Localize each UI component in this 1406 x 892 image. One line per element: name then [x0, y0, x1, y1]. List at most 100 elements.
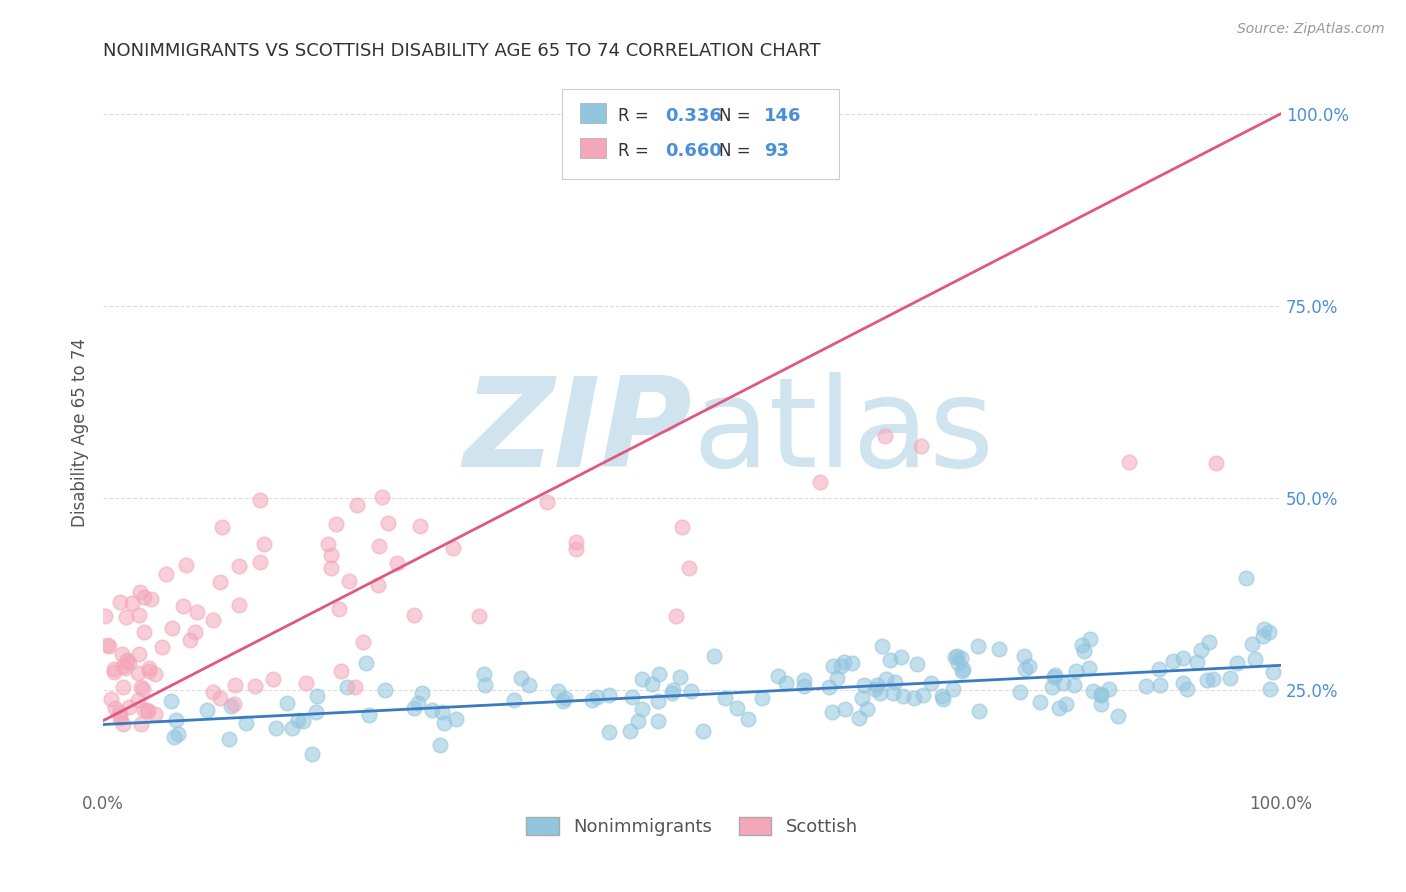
Point	[517, 678, 540, 692]
Point	[433, 716, 456, 731]
Point	[869, 686, 891, 700]
Point	[627, 714, 650, 728]
Point	[221, 699, 243, 714]
Point	[160, 694, 183, 708]
Point	[1261, 665, 1284, 679]
Point	[661, 683, 683, 698]
Point	[209, 690, 232, 705]
Point	[1161, 654, 1184, 668]
Point	[374, 682, 396, 697]
Point	[264, 721, 287, 735]
Point	[337, 574, 360, 588]
Point	[167, 727, 190, 741]
Point	[429, 739, 451, 753]
Point	[402, 701, 425, 715]
Point	[111, 647, 134, 661]
Point	[108, 708, 131, 723]
Point	[172, 599, 194, 614]
Point	[1173, 651, 1195, 665]
Point	[647, 714, 669, 728]
Y-axis label: Disability Age 65 to 74: Disability Age 65 to 74	[72, 338, 89, 527]
Point	[856, 702, 879, 716]
Point	[848, 711, 870, 725]
Point	[621, 690, 644, 705]
Point	[134, 590, 156, 604]
Point	[201, 614, 224, 628]
Point	[950, 664, 973, 678]
Text: N =: N =	[718, 142, 761, 160]
Point	[1078, 632, 1101, 646]
Point	[1043, 669, 1066, 683]
Point	[1047, 701, 1070, 715]
Point	[128, 585, 150, 599]
Point	[295, 675, 318, 690]
Point	[117, 655, 139, 669]
Point	[987, 641, 1010, 656]
Point	[910, 439, 932, 453]
Point	[945, 648, 967, 663]
Point	[108, 595, 131, 609]
Point	[671, 520, 693, 534]
Point	[155, 566, 177, 581]
Point	[554, 690, 576, 705]
Point	[966, 639, 988, 653]
Point	[1258, 682, 1281, 697]
Point	[948, 656, 970, 670]
Point	[1008, 684, 1031, 698]
Point	[328, 602, 350, 616]
Point	[841, 656, 863, 670]
Point	[404, 607, 426, 622]
Point	[111, 717, 134, 731]
Point	[631, 701, 654, 715]
Point	[870, 639, 893, 653]
Point	[681, 683, 703, 698]
Point	[641, 676, 664, 690]
Point	[127, 693, 149, 707]
Point	[352, 634, 374, 648]
Point	[503, 692, 526, 706]
Point	[128, 647, 150, 661]
Point	[1063, 678, 1085, 692]
Point	[406, 696, 429, 710]
Point	[165, 713, 187, 727]
Point	[1014, 662, 1036, 676]
Text: 0.660: 0.660	[665, 142, 721, 160]
Point	[211, 520, 233, 534]
Point	[1090, 687, 1112, 701]
Point	[228, 599, 250, 613]
Point	[94, 608, 117, 623]
Point	[586, 690, 609, 704]
Point	[115, 609, 138, 624]
Point	[132, 703, 155, 717]
Point	[305, 706, 328, 720]
Point	[932, 691, 955, 706]
Point	[367, 577, 389, 591]
Text: 146: 146	[763, 107, 801, 125]
Point	[316, 537, 339, 551]
Point	[853, 678, 876, 692]
Point	[357, 707, 380, 722]
Point	[619, 723, 641, 738]
Text: R =: R =	[617, 107, 654, 125]
Point	[808, 475, 831, 489]
FancyBboxPatch shape	[581, 103, 606, 123]
Point	[942, 682, 965, 697]
Point	[132, 624, 155, 639]
Point	[1205, 456, 1227, 470]
Point	[751, 690, 773, 705]
Point	[121, 596, 143, 610]
Point	[661, 686, 683, 700]
Point	[224, 678, 246, 692]
Text: N =: N =	[718, 107, 756, 125]
Point	[931, 689, 953, 703]
Point	[1135, 679, 1157, 693]
Point	[1234, 572, 1257, 586]
Legend: Nonimmigrants, Scottish: Nonimmigrants, Scottish	[519, 810, 865, 844]
Point	[1198, 635, 1220, 649]
Point	[136, 704, 159, 718]
Text: R =: R =	[617, 142, 654, 160]
Point	[1071, 638, 1094, 652]
Point	[368, 539, 391, 553]
Point	[1012, 649, 1035, 664]
Point	[875, 672, 897, 686]
